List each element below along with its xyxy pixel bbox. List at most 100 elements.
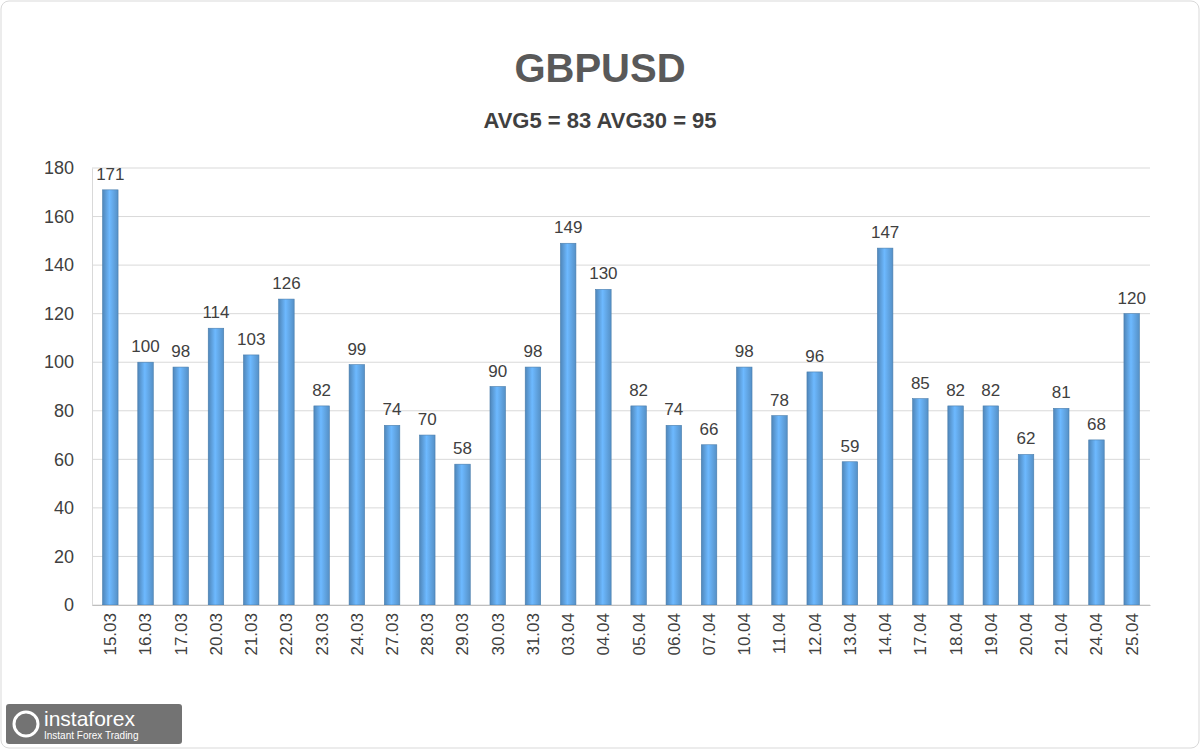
x-tick-label: 29.03	[453, 613, 472, 656]
x-tick-label: 25.04	[1123, 613, 1142, 656]
x-tick: 12.04	[806, 605, 825, 656]
watermark-subtext: Instant Forex Trading	[44, 730, 139, 741]
x-tick: 16.03	[136, 605, 155, 656]
x-tick: 24.04	[1087, 605, 1106, 656]
x-tick: 13.04	[841, 605, 860, 656]
x-tick: 15.03	[101, 605, 120, 656]
data-label: 66	[700, 420, 719, 439]
bar	[807, 372, 822, 605]
bar	[243, 355, 258, 605]
bar	[420, 435, 435, 605]
x-tick: 25.04	[1123, 605, 1142, 656]
x-tick-label: 20.04	[1017, 613, 1036, 656]
y-tick-label: 140	[44, 255, 74, 275]
x-tick: 24.03	[348, 605, 367, 656]
x-tick: 27.03	[383, 605, 402, 656]
data-label: 74	[383, 400, 402, 419]
x-tick-label: 24.04	[1087, 613, 1106, 656]
y-tick-label: 180	[44, 158, 74, 178]
bar	[737, 367, 752, 605]
data-label: 81	[1052, 383, 1071, 402]
x-tick: 18.04	[947, 605, 966, 656]
data-label: 98	[523, 342, 542, 361]
y-tick: 100	[44, 352, 92, 372]
bar	[525, 367, 540, 605]
x-tick: 21.04	[1052, 605, 1071, 656]
bar	[314, 406, 329, 605]
x-tick-label: 21.04	[1052, 613, 1071, 656]
bar	[1053, 408, 1068, 605]
x-tick-label: 10.04	[735, 613, 754, 656]
bar	[842, 462, 857, 605]
x-tick: 20.04	[1017, 605, 1036, 656]
data-label: 74	[664, 400, 683, 419]
x-tick-label: 28.03	[418, 613, 437, 656]
x-axis: 15.0316.0317.0320.0321.0322.0323.0324.03…	[93, 605, 1151, 656]
x-tick-label: 15.03	[101, 613, 120, 656]
x-tick-label: 13.04	[841, 613, 860, 656]
x-tick-label: 06.04	[665, 613, 684, 656]
data-label: 98	[171, 342, 190, 361]
bar	[983, 406, 998, 605]
bar	[913, 399, 928, 605]
x-tick: 30.03	[489, 605, 508, 656]
data-label: 58	[453, 439, 472, 458]
bar	[103, 190, 118, 605]
y-tick: 0	[64, 595, 92, 615]
x-tick: 14.04	[876, 605, 895, 656]
data-label: 90	[488, 362, 507, 381]
bar	[772, 416, 787, 605]
data-label: 149	[554, 218, 582, 237]
x-tick: 03.04	[559, 605, 578, 656]
watermark-text: instaforex	[44, 707, 136, 730]
data-label: 100	[131, 337, 159, 356]
y-tick: 40	[54, 498, 92, 518]
data-label: 126	[272, 274, 300, 293]
bar	[877, 248, 892, 605]
data-label: 147	[871, 223, 899, 242]
y-tick-label: 0	[64, 595, 74, 615]
data-label: 82	[946, 381, 965, 400]
x-tick-label: 17.03	[172, 613, 191, 656]
x-tick-label: 04.04	[594, 613, 613, 656]
y-tick: 60	[54, 450, 92, 470]
data-label: 82	[629, 381, 648, 400]
bar	[138, 362, 153, 605]
bar	[349, 365, 364, 605]
bar	[631, 406, 646, 605]
x-tick-label: 30.03	[489, 613, 508, 656]
grid-line	[92, 216, 1150, 217]
watermark: instaforexInstant Forex Trading	[6, 704, 182, 744]
x-tick-label: 31.03	[524, 613, 543, 656]
y-tick-label: 60	[54, 450, 74, 470]
x-tick: 28.03	[418, 605, 437, 656]
bars	[103, 190, 1140, 605]
grid-line	[92, 313, 1150, 314]
x-tick-label: 12.04	[806, 613, 825, 656]
watermark-box	[6, 704, 182, 744]
y-tick: 160	[44, 207, 92, 227]
y-tick-label: 100	[44, 352, 74, 372]
y-tick: 180	[44, 158, 92, 178]
x-tick: 23.03	[313, 605, 332, 656]
y-tick: 140	[44, 255, 92, 275]
x-tick: 07.04	[700, 605, 719, 656]
watermark-logo	[14, 712, 38, 736]
bar	[666, 425, 681, 605]
y-tick-label: 160	[44, 207, 74, 227]
y-tick-label: 20	[54, 547, 74, 567]
subtitle: AVG5 = 83 AVG30 = 95	[483, 108, 716, 133]
bar	[948, 406, 963, 605]
bar	[1124, 314, 1139, 605]
x-tick: 17.03	[172, 605, 191, 656]
x-tick: 20.03	[207, 605, 226, 656]
x-tick: 19.04	[982, 605, 1001, 656]
y-tick-label: 80	[54, 401, 74, 421]
bar	[455, 464, 470, 605]
x-tick: 05.04	[630, 605, 649, 656]
y-tick: 120	[44, 304, 92, 324]
x-tick: 22.03	[277, 605, 296, 656]
grid-line	[92, 168, 1150, 169]
data-label: 130	[589, 264, 617, 283]
x-tick-label: 19.04	[982, 613, 1001, 656]
